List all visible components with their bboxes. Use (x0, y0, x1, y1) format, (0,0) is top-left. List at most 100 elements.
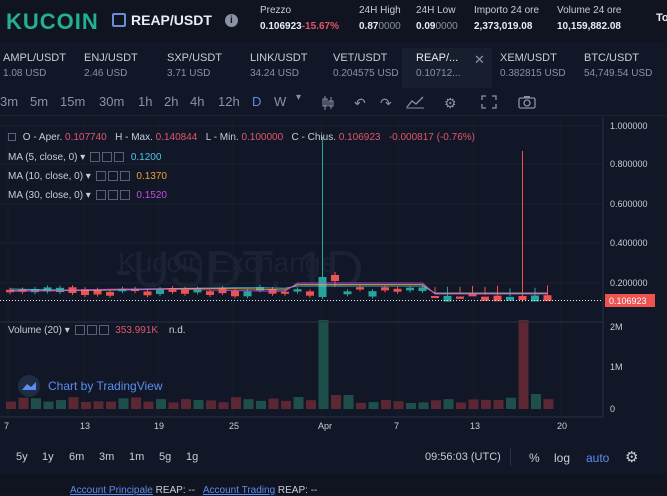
pair-selector[interactable]: REAP/USDT i (112, 10, 238, 30)
candle (518, 296, 527, 300)
candle (506, 296, 514, 301)
volume-value: 10,159,882.08 (557, 21, 621, 32)
ticker-sxp[interactable]: SXP/USDT 3.71 USD (167, 52, 223, 79)
volume-bar (356, 402, 366, 409)
timeframe-30m[interactable]: 30m (99, 94, 125, 109)
account-info: Account Principale REAP: -- Account Trad… (70, 485, 318, 496)
volume-bar (431, 400, 441, 409)
tradingview-icon (18, 375, 40, 397)
candle (181, 289, 189, 294)
price-tick: 1.000000 (610, 121, 648, 131)
settings-gear-icon[interactable]: ⚙ (625, 449, 639, 466)
volume-bar (143, 401, 154, 409)
redo-icon[interactable]: ↷ (380, 95, 392, 111)
volume-bar (156, 399, 166, 409)
ma30-legend[interactable]: MA (30, close, 0) ▾ 0.1520 (8, 190, 167, 202)
volume-bar (218, 402, 229, 409)
volume-bar (281, 400, 291, 409)
volume-bar (381, 400, 391, 409)
ma5-legend[interactable]: MA (5, close, 0) ▾ 0.1200 (8, 152, 162, 164)
range-1m[interactable]: 1m (129, 451, 145, 463)
candle (456, 296, 464, 299)
timeframe-1h[interactable]: 1h (138, 94, 153, 109)
volume-bar (443, 399, 454, 409)
close-ticker-icon[interactable]: ✕ (474, 52, 485, 67)
timeframe-4h[interactable]: 4h (190, 94, 205, 109)
account-bar (0, 474, 667, 495)
volume-bar (268, 398, 279, 409)
fullscreen-icon[interactable] (481, 95, 497, 112)
tradingview-badge[interactable]: Chart by TradingView (18, 375, 163, 397)
volume-bar (331, 395, 341, 409)
price-tick: 0.400000 (610, 238, 648, 248)
range-1g[interactable]: 1g (186, 451, 199, 463)
candle (206, 291, 214, 295)
timeframe-w[interactable]: W (274, 94, 287, 109)
ma10-legend[interactable]: MA (10, close, 0) ▾ 0.1370 (8, 171, 167, 183)
volume-bar (18, 397, 29, 409)
divider (510, 448, 511, 466)
gear-icon[interactable]: ⚙ (444, 95, 457, 111)
volume-bar (418, 402, 429, 409)
chevron-down-icon[interactable]: ▾ (296, 92, 302, 103)
range-3m[interactable]: 3m (99, 451, 115, 463)
ticker-link[interactable]: LINK/USDT 34.24 USD (250, 52, 308, 79)
volume-label: Volume 24 ore (557, 5, 622, 16)
volume-bar (56, 400, 66, 409)
range-5y[interactable]: 5y (16, 451, 28, 463)
range-5g[interactable]: 5g (159, 451, 172, 463)
volume-tick: 0 (610, 404, 615, 414)
candles-icon[interactable] (322, 95, 334, 114)
camera-icon[interactable] (518, 95, 536, 112)
volume-bar (468, 399, 479, 409)
time-tick: 7 (4, 421, 9, 431)
volume-tick: 1M (610, 362, 623, 372)
volume-bar (256, 400, 266, 409)
timeframe-3m[interactable]: 3m (0, 94, 19, 109)
candle (481, 296, 489, 301)
ticker-ampl[interactable]: AMPL/USDT 1.08 USD (3, 52, 66, 79)
candle (81, 289, 89, 296)
volume-legend[interactable]: Volume (20) ▾ 353.991K n.d. (8, 325, 186, 337)
price-change: -15.67% (301, 21, 339, 32)
active-ticker-bg (402, 48, 492, 88)
ticker-xem[interactable]: XEM/USDT 0.382815 USD (500, 52, 566, 79)
undo-icon[interactable]: ↶ (354, 95, 366, 111)
indicators-icon[interactable] (406, 95, 424, 112)
timeframe-5m[interactable]: 5m (30, 94, 49, 109)
auto-toggle[interactable]: auto (586, 451, 610, 465)
kucoin-logo[interactable]: KUCOIN (6, 9, 99, 34)
principal-account-link[interactable]: Account Principale (70, 485, 153, 496)
range-1y[interactable]: 1y (42, 451, 54, 463)
ticker-btc[interactable]: BTC/USDT 54,749.54 USD (584, 52, 653, 79)
volume-tick: 2M (610, 322, 623, 332)
candle (331, 275, 339, 281)
volume-bar (181, 399, 191, 409)
volume-bar (118, 398, 129, 409)
ticker-reap[interactable]: REAP/... 0.10712... (416, 52, 461, 79)
volume-bar (481, 399, 491, 409)
volume-bar (343, 395, 354, 409)
volume-bar (506, 397, 516, 409)
log-toggle[interactable]: log (554, 451, 571, 465)
trading-account-link[interactable]: Account Trading (202, 485, 276, 496)
volume-bar (93, 401, 104, 409)
time-tick: 25 (229, 421, 239, 431)
timeframe-12h[interactable]: 12h (218, 94, 240, 109)
volume-bar (543, 399, 554, 409)
percent-toggle[interactable]: % (529, 451, 540, 465)
candle (168, 288, 177, 292)
range-6m[interactable]: 6m (69, 451, 85, 463)
header-extra: To (656, 12, 667, 24)
timeframe-d[interactable]: D (252, 94, 262, 109)
amount-label: Importo 24 ore (474, 5, 540, 16)
timeframe-2h[interactable]: 2h (164, 94, 179, 109)
ticker-enj[interactable]: ENJ/USDT 2.46 USD (84, 52, 138, 79)
ticker-bar: AMPL/USDT 1.08 USD ENJ/USDT 2.46 USD SXP/U… (0, 48, 667, 88)
ticker-vet[interactable]: VET/USDT 0.204575 USD (333, 52, 399, 79)
volume-bar (406, 402, 416, 409)
price-chart[interactable]: -USDT, 1D Kucoin Exchange 1.000000 0.8000… (0, 117, 667, 437)
info-icon[interactable]: i (224, 13, 238, 27)
timeframe-15m[interactable]: 15m (60, 94, 86, 109)
candle (468, 293, 477, 297)
